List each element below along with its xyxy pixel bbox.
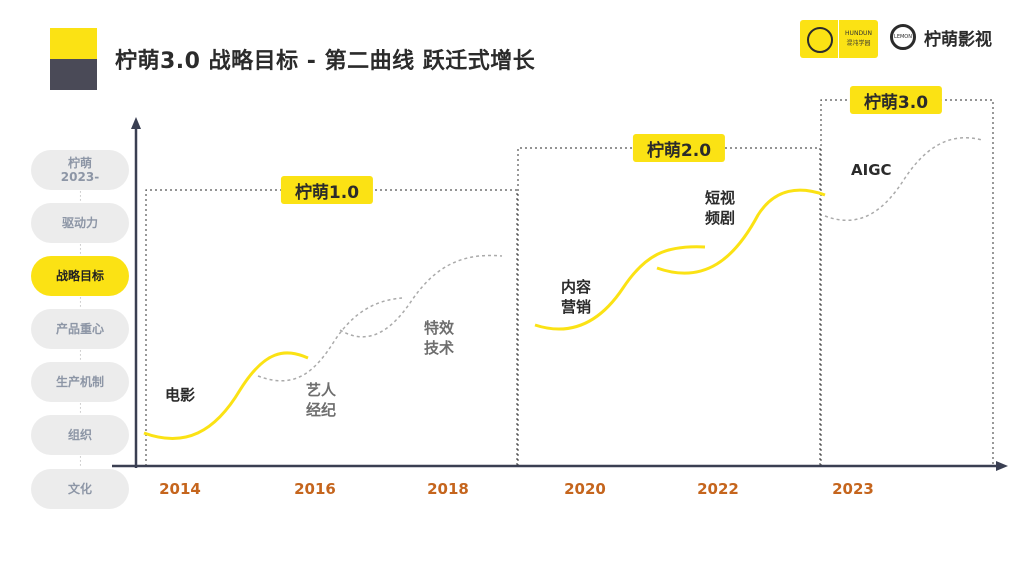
sidebar-connector: · · · (79, 241, 82, 259)
sidebar-connector: · · · (79, 347, 82, 365)
growth-curve-short-drama (656, 188, 826, 275)
curve-label-film: 电影 (165, 386, 196, 404)
y-axis-arrow (131, 117, 141, 129)
stage-box-3 (820, 99, 994, 466)
sidebar-item-strategic-goals[interactable]: 战略目标 (31, 256, 129, 296)
curve-label-vfx: 特效 技术 (424, 319, 455, 357)
hundun-logo-subtext: 混沌学园 (846, 40, 871, 47)
page-title: 柠萌3.0 战略目标 - 第二曲线 跃迁式增长 (115, 49, 536, 74)
year-label: 2023 (832, 480, 874, 498)
stage-box-1 (145, 189, 518, 466)
year-label: 2018 (427, 480, 469, 498)
stage-label-3: 柠萌3.0 (849, 86, 943, 114)
hundun-logo: HUNDUN 混沌学园 (800, 20, 878, 58)
sidebar-connector: · · · (79, 400, 82, 418)
curve-label-short-drama: 短视 频剧 (705, 189, 736, 227)
lemon-logo-icon: LEMON (890, 24, 916, 50)
sidebar-item-production-mechanism[interactable]: 生产机制 (31, 362, 129, 402)
growth-curve-aigc (824, 136, 983, 221)
sidebar-item-organization[interactable]: 组织 (31, 415, 129, 455)
ningmeng-logo: LEMON 柠萌影视 (890, 24, 992, 50)
sidebar-connector: · · · (79, 453, 82, 471)
growth-curve-film (143, 351, 309, 441)
year-label: 2014 (159, 480, 201, 498)
growth-curve-artist-management (257, 297, 403, 382)
stage-label-2: 柠萌2.0 (632, 134, 726, 162)
curve-label-artist-management: 艺人 经纪 (306, 381, 337, 419)
year-label: 2020 (564, 480, 606, 498)
sidebar-item-drivers[interactable]: 驱动力 (31, 203, 129, 243)
curve-label-aigc: AIGC (851, 161, 892, 179)
sidebar-item-product-focus[interactable]: 产品重心 (31, 309, 129, 349)
brand-block-yellow (50, 28, 97, 59)
year-label: 2022 (697, 480, 739, 498)
hundun-logo-text: HUNDUN (845, 30, 872, 37)
year-label: 2016 (294, 480, 336, 498)
ningmeng-logo-text: 柠萌影视 (924, 29, 992, 50)
curve-label-content-marketing: 内容 营销 (561, 278, 592, 316)
x-axis-arrow (996, 461, 1008, 471)
growth-curve-vfx (339, 254, 503, 338)
sidebar-connector: · · · (79, 188, 82, 206)
sidebar-connector: · · · (79, 294, 82, 312)
sidebar-item-since-2023[interactable]: 柠萌 2023- (31, 150, 129, 190)
growth-curve-content-marketing (534, 245, 706, 331)
stage-label-1: 柠萌1.0 (280, 176, 374, 204)
sidebar-item-culture[interactable]: 文化 (31, 469, 129, 509)
brand-block-dark (50, 59, 97, 90)
hundun-logo-icon (800, 20, 839, 58)
